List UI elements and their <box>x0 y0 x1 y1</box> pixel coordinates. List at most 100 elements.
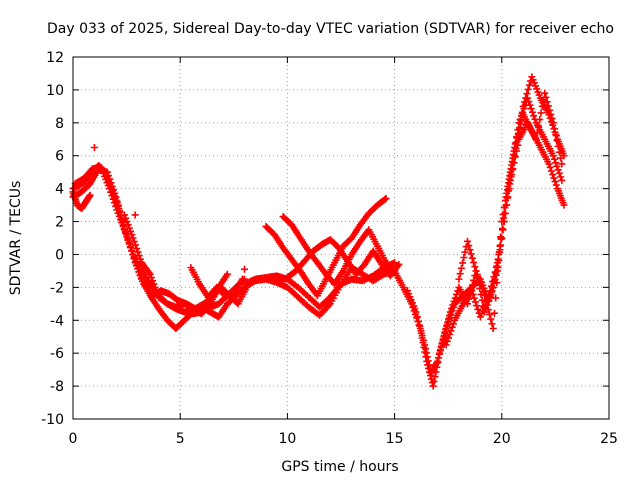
data-point-marker <box>470 276 478 284</box>
data-point-marker <box>466 246 474 254</box>
data-point-marker <box>135 252 143 260</box>
data-point-marker <box>468 254 476 262</box>
data-point-marker <box>554 166 562 174</box>
data-point-marker <box>541 89 549 97</box>
data-point-marker <box>482 305 490 313</box>
y-tick-label: 2 <box>55 215 64 231</box>
data-point-marker <box>490 276 498 284</box>
y-tick-label: -10 <box>41 412 64 428</box>
data-point-marker <box>418 332 426 340</box>
data-point-marker <box>421 341 429 349</box>
data-point-marker <box>492 269 500 277</box>
grid-layer <box>73 57 609 419</box>
data-point-marker <box>542 93 550 101</box>
data-point-marker <box>448 323 456 331</box>
data-point-marker <box>449 320 457 328</box>
data-point-marker <box>489 325 497 332</box>
data-point-marker <box>488 320 496 328</box>
data-point-marker <box>459 259 467 267</box>
data-point-marker <box>422 349 430 357</box>
data-point-marker <box>493 262 501 270</box>
data-point-marker <box>107 188 115 196</box>
data-point-marker <box>526 101 534 109</box>
data-point-marker <box>133 245 141 253</box>
data-point-marker <box>452 290 460 298</box>
data-point-marker <box>110 199 118 207</box>
data-point-marker <box>513 147 521 155</box>
data-point-marker <box>105 185 113 193</box>
data-point-marker <box>416 322 424 330</box>
y-axis-title: SDTVAR / TECUs <box>8 181 24 296</box>
data-point-marker <box>146 270 154 278</box>
data-point-marker <box>130 238 138 246</box>
data-point-marker <box>546 106 554 114</box>
data-point-marker <box>443 337 451 345</box>
data-point-marker <box>395 260 403 268</box>
data-point-marker <box>443 322 451 330</box>
data-point-marker <box>149 277 157 285</box>
data-point-marker <box>490 309 498 317</box>
data-point-marker <box>128 247 136 255</box>
data-point-marker <box>126 243 134 251</box>
data-point-marker <box>486 310 494 318</box>
data-point-marker <box>433 357 441 365</box>
data-point-marker <box>381 195 389 203</box>
data-point-marker <box>547 110 555 118</box>
data-point-marker <box>535 122 543 130</box>
data-point-marker <box>125 239 133 247</box>
data-point-marker <box>499 226 507 234</box>
data-point-marker <box>552 131 560 139</box>
data-point-marker <box>551 178 559 186</box>
data-point-marker <box>450 297 458 305</box>
data-point-marker <box>152 287 160 295</box>
data-point-marker <box>527 105 535 113</box>
data-point-marker <box>151 283 159 291</box>
data-point-marker <box>510 159 518 167</box>
data-point-marker <box>476 277 484 285</box>
data-point-marker <box>524 85 532 93</box>
data-point-marker <box>434 354 442 362</box>
data-point-marker <box>414 317 422 325</box>
data-point-marker <box>504 193 512 201</box>
data-point-marker <box>489 283 497 291</box>
data-point-marker <box>525 81 533 89</box>
data-point-marker <box>150 280 158 288</box>
data-point-marker <box>501 209 509 217</box>
data-point-marker <box>517 116 525 124</box>
data-point-marker <box>546 163 554 171</box>
data-point-marker <box>471 263 479 271</box>
data-point-marker <box>440 333 448 341</box>
data-point-marker <box>472 267 480 275</box>
data-point-marker <box>127 227 135 235</box>
data-point-marker <box>90 144 98 151</box>
data-point-marker <box>492 294 500 302</box>
data-point-marker <box>500 218 508 226</box>
data-point-marker <box>530 112 538 120</box>
data-point-marker <box>547 167 555 175</box>
y-tick-label: 10 <box>46 83 64 99</box>
data-point-marker <box>532 135 540 143</box>
data-point-marker <box>543 98 551 106</box>
data-point-marker <box>478 296 486 304</box>
data-point-marker <box>435 350 443 358</box>
data-point-marker <box>522 94 530 102</box>
data-point-marker <box>467 250 475 258</box>
data-point-marker <box>113 206 121 214</box>
data-point-marker <box>447 327 455 335</box>
data-point-marker <box>470 294 478 302</box>
data-point-marker <box>130 255 138 263</box>
data-point-marker <box>445 315 453 323</box>
data-point-marker <box>425 361 433 369</box>
data-point-marker <box>445 312 453 320</box>
data-point-marker <box>424 357 432 365</box>
data-point-marker <box>495 248 503 256</box>
data-point-marker <box>461 248 469 256</box>
data-point-marker <box>438 340 446 348</box>
data-point-marker <box>465 242 473 250</box>
data-point-marker <box>550 155 558 163</box>
data-point-marker <box>223 270 231 278</box>
data-point-marker <box>468 287 476 295</box>
data-point-marker <box>445 334 453 342</box>
data-point-marker <box>511 153 519 161</box>
